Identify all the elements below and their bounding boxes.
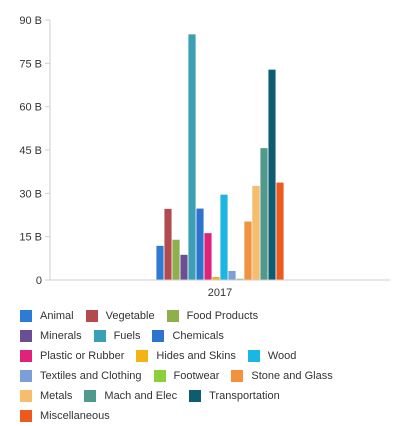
legend-swatch (20, 310, 32, 322)
legend-item-stone-and-glass[interactable]: Stone and Glass (231, 370, 333, 382)
legend-label: Animal (40, 310, 74, 322)
x-axis: 2017 (50, 279, 390, 299)
bar-mach-and-elec[interactable] (260, 148, 268, 281)
legend-swatch (153, 370, 166, 382)
legend-swatch (247, 350, 260, 362)
legend-swatch (20, 370, 32, 382)
legend-swatch (20, 390, 32, 402)
legend-swatch (85, 310, 98, 322)
legend-label: Transportation (209, 390, 280, 402)
legend-item-plastic-or-rubber[interactable]: Plastic or Rubber (20, 350, 124, 362)
legend-item-textiles-and-clothing[interactable]: Textiles and Clothing (20, 370, 142, 382)
legend-swatch (189, 390, 202, 402)
legend-item-chemicals[interactable]: Chemicals (152, 330, 224, 342)
legend-item-footwear[interactable]: Footwear (153, 370, 220, 382)
y-tick-label: 75 B (19, 58, 42, 70)
legend-swatch (231, 370, 244, 382)
bar-plastic-or-rubber[interactable] (204, 232, 212, 281)
legend-item-wood[interactable]: Wood (247, 350, 297, 362)
y-tick-label: 90 B (19, 15, 42, 27)
bar-fuels[interactable] (188, 34, 196, 281)
bar-animal[interactable] (156, 245, 164, 281)
legend-label: Hides and Skins (156, 350, 236, 362)
legend: Animal Vegetable Food Products Minerals Fuel… (20, 306, 400, 426)
bar-metals[interactable] (252, 185, 260, 281)
legend-item-metals[interactable]: Metals (20, 390, 72, 402)
bar-wood[interactable] (220, 194, 228, 281)
legend-item-animal[interactable]: Animal (20, 310, 74, 322)
legend-swatch (20, 410, 32, 422)
bar-food-products[interactable] (172, 239, 180, 281)
legend-row: Animal Vegetable Food Products (20, 306, 400, 326)
legend-label: Minerals (40, 330, 82, 342)
legend-swatch (166, 310, 179, 322)
legend-swatch (20, 350, 32, 362)
y-tick-label: 0 (36, 275, 42, 287)
legend-item-vegetable[interactable]: Vegetable (85, 310, 155, 322)
legend-swatch (20, 330, 32, 342)
legend-swatch (152, 330, 165, 342)
x-tick-label: 2017 (208, 287, 232, 299)
legend-label: Chemicals (172, 330, 224, 342)
legend-label: Food Products (186, 310, 259, 322)
bar-vegetable[interactable] (164, 208, 172, 281)
legend-label: Stone and Glass (251, 370, 333, 382)
y-tick-label: 30 B (19, 188, 42, 200)
legend-item-transportation[interactable]: Transportation (189, 390, 280, 402)
y-axis: 0 15 B 30 B 45 B 60 B 75 B 90 B (19, 15, 51, 287)
bar-transportation[interactable] (268, 69, 276, 281)
bar-stone-and-glass[interactable] (244, 221, 252, 281)
legend-label: Mach and Elec (104, 390, 178, 402)
legend-item-fuels[interactable]: Fuels (93, 330, 141, 342)
legend-label: Plastic or Rubber (40, 350, 125, 362)
bar-textiles-and-clothing[interactable] (228, 270, 236, 281)
legend-swatch (84, 390, 97, 402)
legend-label: Footwear (173, 370, 220, 382)
legend-item-hides-and-skins[interactable]: Hides and Skins (136, 350, 236, 362)
y-tick-label: 60 B (19, 102, 42, 114)
legend-row: Metals Mach and Elec Transportation (20, 386, 400, 406)
legend-row: Plastic or Rubber Hides and Skins Wood (20, 346, 400, 366)
legend-label: Textiles and Clothing (40, 370, 142, 382)
legend-label: Vegetable (105, 310, 155, 322)
bar-minerals[interactable] (180, 254, 188, 281)
y-tick-label: 15 B (19, 232, 42, 244)
legend-item-food-products[interactable]: Food Products (166, 310, 259, 322)
legend-item-minerals[interactable]: Minerals (20, 330, 82, 342)
legend-row: Minerals Fuels Chemicals (20, 326, 400, 346)
bars (156, 34, 284, 281)
bar-miscellaneous[interactable] (276, 182, 284, 281)
legend-label: Wood (267, 350, 297, 362)
legend-label: Fuels (113, 330, 141, 342)
legend-item-miscellaneous[interactable]: Miscellaneous (20, 410, 110, 422)
legend-swatch (93, 330, 106, 342)
legend-item-mach-and-elec[interactable]: Mach and Elec (84, 390, 177, 402)
legend-label: Metals (40, 390, 73, 402)
bar-chemicals[interactable] (196, 208, 204, 281)
legend-label: Miscellaneous (40, 410, 110, 422)
legend-row: Miscellaneous (20, 406, 400, 426)
legend-swatch (136, 350, 149, 362)
legend-row: Textiles and Clothing Footwear Stone and G… (20, 366, 400, 386)
y-tick-label: 45 B (19, 145, 42, 157)
